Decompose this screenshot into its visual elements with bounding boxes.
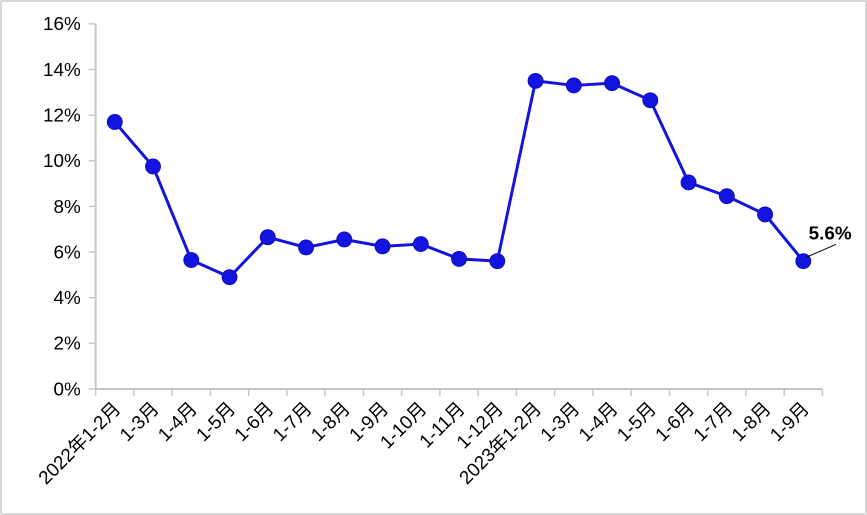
x-axis-label: 1-4月	[574, 398, 621, 445]
data-point-marker	[412, 236, 429, 252]
y-axis-label: 14%	[43, 59, 81, 80]
y-axis-label: 16%	[43, 13, 81, 34]
y-axis-label: 10%	[43, 150, 81, 171]
data-point-marker	[527, 72, 544, 89]
x-axis-label: 1-9月	[766, 398, 813, 445]
data-point-marker	[106, 114, 123, 130]
data-point-marker	[757, 206, 774, 223]
x-axis-label: 2022年1-2月	[34, 398, 124, 488]
y-axis-label: 0%	[54, 378, 81, 399]
data-point-marker	[221, 269, 238, 286]
x-axis-label: 1-8月	[727, 398, 774, 445]
x-axis-label: 1-6月	[230, 398, 277, 445]
x-axis-label: 1-3月	[536, 398, 583, 445]
data-point-marker	[604, 75, 621, 92]
y-axis-label: 8%	[54, 196, 81, 217]
data-point-marker	[298, 239, 314, 256]
data-point-marker	[259, 229, 276, 246]
y-axis-label: 12%	[43, 105, 81, 126]
x-axis-label: 1-5月	[192, 398, 239, 445]
x-axis-label: 1-6月	[651, 398, 698, 445]
annotation-label: 5.6%	[809, 222, 852, 243]
data-point-marker	[183, 252, 200, 268]
x-axis-label: 1-7月	[689, 398, 736, 445]
x-axis-label: 1-7月	[268, 398, 315, 445]
data-point-marker	[145, 158, 161, 175]
data-point-marker	[718, 188, 735, 205]
data-point-marker	[795, 253, 812, 270]
data-point-marker	[565, 77, 582, 94]
data-point-marker	[489, 253, 506, 270]
x-axis-label: 1-5月	[613, 398, 660, 445]
y-axis-label: 4%	[54, 287, 81, 308]
y-axis-label: 6%	[54, 241, 81, 262]
series-line	[113, 79, 805, 279]
x-axis-label: 1-3月	[115, 398, 162, 445]
annotation-leader-line	[806, 243, 837, 258]
data-point-marker	[642, 92, 659, 109]
data-point-marker	[336, 231, 353, 248]
x-axis-label: 1-4月	[154, 398, 201, 445]
y-axis-label: 2%	[54, 333, 81, 354]
data-point-marker	[680, 174, 697, 191]
data-point-marker	[451, 250, 467, 267]
x-axis-label: 1-8月	[307, 398, 354, 445]
data-point-marker	[374, 238, 391, 255]
